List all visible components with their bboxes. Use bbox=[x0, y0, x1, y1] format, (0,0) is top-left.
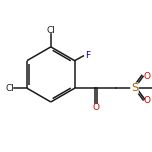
Text: S: S bbox=[131, 83, 138, 93]
Text: Cl: Cl bbox=[6, 84, 15, 93]
Text: O: O bbox=[92, 103, 99, 112]
Text: O: O bbox=[143, 95, 151, 105]
Text: O: O bbox=[143, 72, 151, 81]
Text: F: F bbox=[85, 51, 90, 60]
Text: Cl: Cl bbox=[46, 26, 55, 35]
